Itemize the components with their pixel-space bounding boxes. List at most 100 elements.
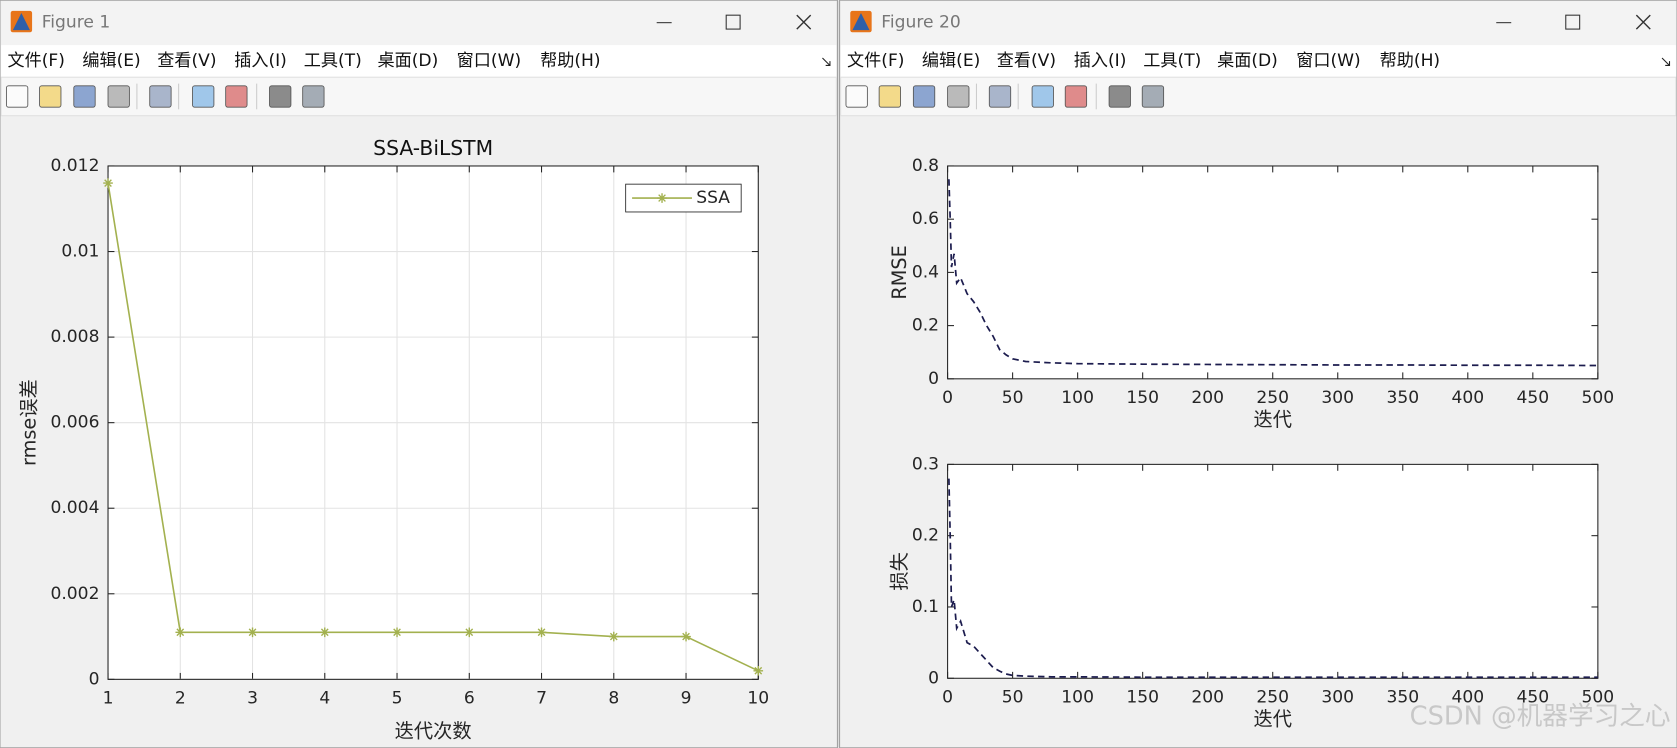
toolbar-button[interactable] [878, 85, 901, 108]
maximize-button[interactable] [725, 14, 741, 30]
x-tick-label: 100 [1061, 388, 1094, 408]
x-tick-label: 8 [608, 689, 619, 709]
x-tick-label: 2 [175, 689, 186, 709]
x-tick-label: 150 [1126, 388, 1159, 408]
x-tick-label: 500 [1582, 388, 1615, 408]
toolbar-button[interactable] [225, 85, 248, 108]
x-axis-label: 迭代次数 [395, 719, 472, 742]
legend: SSA [625, 183, 742, 213]
watermark: CSDN @机器学习之心 [1410, 701, 1671, 731]
toolbar-button[interactable] [1031, 85, 1054, 108]
menu-arrow [822, 57, 831, 66]
toolbar-button[interactable] [5, 85, 29, 108]
menu-bar [840, 45, 1676, 78]
x-tick-label: 350 [1386, 688, 1419, 708]
toolbar-button[interactable] [39, 85, 62, 108]
data-marker [392, 627, 402, 638]
menu-item[interactable]: 帮助(H) [1380, 51, 1440, 71]
plot-area [947, 464, 1598, 679]
y-tick-label: 0.6 [912, 209, 939, 229]
chart: 0 50 100 150 200 250 300 350 400 450 500 0 0.2 0.4 0.6… [888, 156, 1614, 431]
window-title: Figure 20 [881, 13, 960, 33]
x-tick-label: 4 [319, 689, 330, 709]
toolbar-button[interactable] [845, 85, 868, 108]
x-tick-label: 300 [1321, 388, 1354, 408]
menu-item[interactable]: 查看(V) [997, 51, 1056, 71]
y-tick-label: 0.4 [912, 262, 939, 282]
menu-item[interactable]: 帮助(H) [540, 51, 600, 71]
data-marker [536, 627, 547, 638]
toolbar-button[interactable] [302, 85, 325, 108]
x-tick-label: 250 [1256, 688, 1289, 708]
x-tick-label: 5 [392, 689, 403, 709]
data-marker [319, 627, 330, 638]
data-marker [608, 631, 619, 642]
toolbar-button[interactable] [73, 85, 96, 108]
x-tick-label: 50 [1002, 688, 1024, 708]
x-tick-label: 200 [1191, 688, 1224, 708]
x-tick-label: 6 [464, 689, 475, 709]
x-tick-label: 350 [1386, 388, 1419, 408]
chart-title: SSA-BiLSTM [373, 136, 493, 160]
y-tick-label: 0.012 [50, 156, 99, 176]
x-tick-label: 50 [1002, 388, 1024, 408]
toolbar-button[interactable] [269, 85, 292, 108]
menu-item[interactable]: 插入(I) [234, 51, 287, 71]
y-tick-label: 0.002 [50, 584, 99, 604]
menu-item[interactable]: 文件(F) [7, 51, 64, 71]
y-tick-label: 0 [928, 369, 939, 389]
menu-item[interactable]: 插入(I) [1074, 51, 1127, 71]
menu-item[interactable]: 窗口(W) [457, 51, 521, 71]
x-tick-label: 250 [1256, 388, 1289, 408]
toolbar-button[interactable] [192, 85, 215, 108]
toolbar-button[interactable] [107, 85, 130, 108]
menu-item[interactable]: 文件(F) [847, 51, 904, 71]
y-tick-label: 0.006 [50, 413, 99, 433]
menu-item[interactable]: 工具(T) [304, 51, 362, 71]
x-tick-label: 450 [1516, 688, 1549, 708]
window-title: Figure 1 [42, 13, 111, 33]
close-button[interactable] [796, 14, 812, 30]
x-tick-label: 9 [681, 689, 692, 709]
title-bar [1, 1, 837, 46]
x-tick-label: 300 [1321, 688, 1354, 708]
data-marker [175, 627, 186, 638]
axes-box [947, 165, 1599, 380]
toolbar-button[interactable] [1141, 85, 1165, 108]
x-tick-label: 3 [247, 689, 258, 709]
toolbar-button[interactable] [947, 85, 970, 108]
app-icon-glyph [852, 13, 870, 31]
menu-item[interactable]: 编辑(E) [922, 51, 980, 71]
menu-item[interactable]: 工具(T) [1143, 51, 1201, 71]
x-tick-label: 200 [1191, 388, 1224, 408]
y-axis-label: rmse误差 [17, 379, 40, 466]
menu-item[interactable]: 桌面(D) [378, 51, 439, 71]
x-axis-label: 迭代 [1253, 408, 1291, 431]
toolbar-button[interactable] [912, 85, 936, 108]
close-button[interactable] [1635, 14, 1651, 30]
toolbar-button[interactable] [988, 85, 1012, 108]
y-tick-label: 0.008 [50, 327, 99, 347]
menu-item[interactable]: 查看(V) [157, 51, 216, 71]
menu-item[interactable]: 桌面(D) [1217, 51, 1278, 71]
y-tick-label: 0.2 [912, 526, 939, 546]
x-tick-label: 10 [747, 689, 769, 709]
toolbar-button[interactable] [1064, 85, 1088, 108]
toolbar-button[interactable] [1108, 85, 1131, 108]
maximize-button[interactable] [1565, 14, 1581, 30]
data-line [107, 182, 759, 672]
menu-item[interactable]: 窗口(W) [1296, 51, 1361, 71]
y-tick-label: 0.3 [912, 454, 939, 474]
toolbar-button[interactable] [149, 85, 172, 108]
toolbar [840, 76, 1677, 117]
data-marker [464, 627, 475, 638]
menu-item[interactable]: 编辑(E) [82, 51, 140, 71]
app-icon-glyph [12, 13, 30, 31]
menu-bar [1, 45, 837, 78]
toolbar [0, 76, 837, 117]
y-tick-label: 0 [928, 668, 939, 688]
y-tick-label: 0.2 [912, 316, 939, 336]
y-tick-label: 0.01 [61, 242, 99, 262]
x-tick-label: 500 [1582, 688, 1615, 708]
plot-area [947, 165, 1598, 379]
